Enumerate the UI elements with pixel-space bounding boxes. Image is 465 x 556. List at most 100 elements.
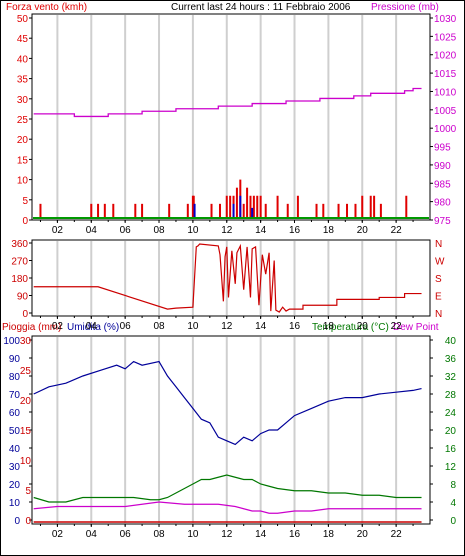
gust-bar — [232, 203, 235, 217]
x-tick-label: 18 — [323, 225, 335, 236]
temperature-label: Temperatura (°C) — [312, 322, 389, 333]
temperature-axis-label: 4 — [450, 498, 456, 509]
direction-axis-label: 0 — [22, 309, 28, 320]
pressure-axis-label: 990 — [434, 161, 451, 172]
wind-axis-label: 0 — [22, 216, 28, 227]
dewpoint-line — [33, 501, 422, 514]
wind-axis-label: 50 — [17, 14, 29, 25]
humidity-label: Umidita (%) — [67, 322, 119, 333]
pressure-title: Pressione (mb) — [371, 2, 439, 13]
humidity-axis-label: 0 — [14, 516, 20, 527]
x-tick-label: 22 — [391, 529, 403, 540]
x-tick-label: 16 — [289, 321, 301, 332]
wind-bar — [141, 203, 144, 217]
temperature-axis-label: 36 — [445, 354, 457, 365]
temperature-axis-label: 32 — [445, 372, 457, 383]
wind-bar — [186, 203, 189, 217]
temperature-axis-label: 16 — [445, 444, 457, 455]
wind-bar — [286, 203, 289, 217]
x-tick-label: 16 — [289, 529, 301, 540]
rain-axis-label: 25 — [20, 366, 32, 377]
wind-axis-label: 20 — [17, 135, 29, 146]
x-tick-label: 14 — [255, 321, 267, 332]
pressure-line — [33, 87, 422, 118]
rain-axis-label: 0 — [25, 516, 31, 527]
gust-bar — [251, 207, 254, 217]
x-tick-label: 02 — [52, 529, 64, 540]
compass-axis-label: W — [435, 257, 445, 268]
wind-title: Forza vento (kmh) — [6, 2, 87, 13]
gust-bar — [193, 203, 196, 217]
rain-label: Pioggia (mm) — [2, 322, 61, 333]
humidity-axis-label: 50 — [9, 426, 21, 437]
compass-axis-label: E — [435, 292, 442, 303]
x-tick-label: 06 — [120, 321, 132, 332]
wind-axis-label: 10 — [17, 176, 29, 187]
pressure-axis-label: 1020 — [434, 51, 457, 62]
compass-axis-label: N — [435, 239, 442, 250]
wind-bar — [246, 187, 249, 217]
wind-bar — [256, 195, 259, 217]
humidity-axis-label: 80 — [9, 372, 21, 383]
x-tick-label: 06 — [120, 225, 132, 236]
wind-bar — [168, 203, 171, 217]
direction-axis-label: 360 — [11, 239, 28, 250]
pressure-axis-label: 985 — [434, 179, 451, 190]
x-tick-label: 12 — [221, 529, 233, 540]
wind-bar — [97, 203, 100, 217]
wind-bar — [134, 203, 137, 217]
x-tick-label: 08 — [153, 529, 165, 540]
rain-axis-label: 10 — [20, 456, 32, 467]
x-tick-label: 12 — [221, 321, 233, 332]
wind-bar — [361, 195, 364, 217]
direction-axis-label: 270 — [11, 257, 28, 268]
rain-axis-label: 5 — [25, 486, 31, 497]
wind-axis-label: 15 — [17, 155, 29, 166]
wind-bar — [112, 203, 115, 217]
x-tick-label: 16 — [289, 225, 301, 236]
temperature-axis-label: 12 — [445, 462, 457, 473]
wind-bar — [218, 203, 221, 217]
wind-axis-label: 30 — [17, 95, 29, 106]
x-tick-label: 22 — [391, 225, 403, 236]
rain-axis-label: 15 — [20, 426, 32, 437]
direction-line — [33, 243, 422, 313]
temperature-line — [33, 474, 422, 503]
x-tick-label: 20 — [357, 529, 369, 540]
x-tick-label: 22 — [391, 321, 403, 332]
wind-bar — [90, 203, 93, 217]
x-tick-label: 10 — [187, 529, 199, 540]
wind-axis-label: 40 — [17, 54, 29, 65]
humidity-axis-label: 90 — [9, 354, 21, 365]
chart-title: Current last 24 hours : 11 Febbraio 2006 — [171, 2, 351, 13]
wind-bar — [346, 203, 349, 217]
x-tick-label: 10 — [187, 321, 199, 332]
wind-bar — [379, 203, 382, 217]
direction-axis-label: 90 — [17, 292, 29, 303]
x-tick-label: 08 — [153, 321, 165, 332]
x-tick-label: 12 — [221, 225, 233, 236]
x-tick-label: 18 — [323, 529, 335, 540]
humidity-axis-label: 10 — [9, 498, 21, 509]
wind-bar — [296, 195, 299, 217]
wind-bar — [249, 195, 252, 217]
wind-bar — [354, 203, 357, 217]
x-tick-label: 02 — [52, 225, 64, 236]
wind-bar — [225, 195, 228, 217]
wind-bar — [315, 203, 318, 217]
rain-axis-label: 20 — [20, 396, 32, 407]
direction-axis-label: 180 — [11, 274, 28, 285]
wind-bar — [373, 195, 376, 217]
humidity-line — [33, 360, 422, 446]
wind-bar — [235, 187, 238, 217]
wind-bar — [39, 203, 42, 217]
x-tick-label: 10 — [187, 225, 199, 236]
wind-bar — [103, 203, 106, 217]
temperature-axis-label: 8 — [450, 480, 456, 491]
temperature-axis-label: 20 — [445, 426, 457, 437]
wind-axis-label: 25 — [17, 115, 29, 126]
humidity-axis-label: 70 — [9, 390, 21, 401]
wind-bar — [276, 195, 279, 217]
x-tick-label: 14 — [255, 225, 267, 236]
